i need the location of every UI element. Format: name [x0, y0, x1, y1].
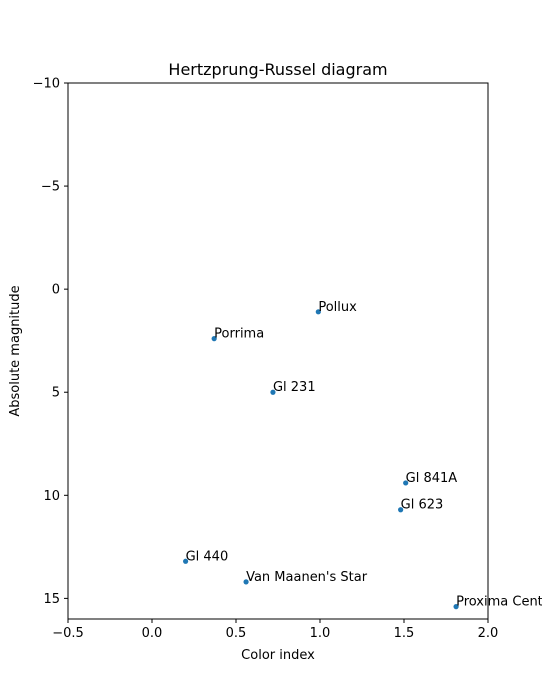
point-label: Gl 841A	[406, 471, 458, 486]
data-point	[243, 579, 249, 585]
point-label: Proxima Centauri	[456, 595, 542, 610]
point-label: Van Maanen's Star	[246, 570, 368, 585]
data-point	[453, 604, 459, 610]
x-tick-label: 2.0	[478, 626, 499, 641]
data-point	[183, 558, 189, 564]
point-label: Gl 440	[186, 549, 229, 564]
x-tick-label: 0.0	[142, 626, 163, 641]
point-label: Gl 623	[401, 498, 444, 513]
points-layer: Pollux Porrima Gl 231 Gl 841A Gl 623 Gl 440 Va…	[183, 300, 542, 610]
x-tick-label: 1.0	[310, 626, 331, 641]
chart-title: Hertzprung-Russel diagram	[168, 60, 387, 79]
point-label: Porrima	[214, 327, 264, 342]
x-tick-label: 1.5	[394, 626, 415, 641]
data-point	[211, 336, 217, 342]
data-point	[398, 507, 404, 513]
ticks-layer: −0.5 0.0 0.5 1.0 1.5 2.0 −10 −5 0 5 10 15	[33, 77, 499, 642]
point-label: Pollux	[318, 300, 357, 315]
data-point	[315, 309, 321, 315]
y-tick-label: 10	[43, 489, 60, 504]
data-point	[270, 389, 276, 395]
x-tick-label: 0.5	[226, 626, 247, 641]
point-label: Gl 231	[273, 380, 316, 395]
y-tick-label: −10	[33, 77, 60, 92]
data-point	[403, 480, 409, 486]
x-axis-label: Color index	[241, 648, 315, 663]
plot-area	[67, 82, 489, 620]
y-tick-label: 0	[52, 283, 60, 298]
y-tick-label: 5	[52, 386, 60, 401]
y-tick-label: 15	[43, 592, 60, 607]
y-tick-label: −5	[41, 180, 60, 195]
x-tick-label: −0.5	[52, 626, 84, 641]
y-axis-label: Absolute magnitude	[8, 285, 23, 416]
plot-frame	[67, 82, 489, 620]
